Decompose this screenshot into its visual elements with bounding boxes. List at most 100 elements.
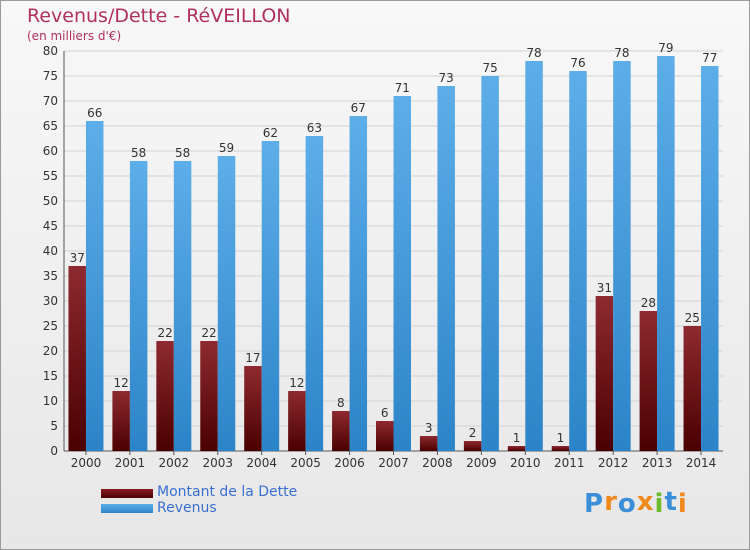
y-tick-label-65: 65 xyxy=(43,119,58,133)
x-tick-label-2005: 2005 xyxy=(290,456,321,470)
data-label-revenue-2013: 79 xyxy=(658,41,673,55)
bar-revenue-2003 xyxy=(217,156,236,451)
data-label-revenue-2008: 73 xyxy=(439,71,454,85)
legend-label-revenue: Revenus xyxy=(157,500,217,516)
data-label-revenue-2012: 78 xyxy=(614,46,629,60)
data-label-revenue-2002: 58 xyxy=(175,146,190,160)
data-label-debt-2010: 1 xyxy=(513,431,521,445)
y-tick-label-35: 35 xyxy=(43,269,58,283)
bar-revenue-2014 xyxy=(701,66,719,451)
bar-revenue-2000 xyxy=(85,121,104,451)
x-tick-label-2014: 2014 xyxy=(686,456,717,470)
y-tick-label-50: 50 xyxy=(43,194,58,208)
x-tick-label-2012: 2012 xyxy=(598,456,629,470)
data-label-debt-2004: 17 xyxy=(245,351,260,365)
chart-subtitle: (en milliers d'€) xyxy=(27,29,122,43)
data-label-revenue-2003: 59 xyxy=(219,141,234,155)
data-label-revenue-2010: 78 xyxy=(526,46,541,60)
data-label-debt-2003: 22 xyxy=(201,326,216,340)
data-label-debt-2012: 31 xyxy=(597,281,612,295)
x-tick-label-2000: 2000 xyxy=(71,456,102,470)
bar-debt-2010 xyxy=(507,446,526,451)
bar-debt-2007 xyxy=(376,421,394,451)
bar-debt-2002 xyxy=(156,341,174,451)
data-label-revenue-2005: 63 xyxy=(307,121,322,135)
bar-debt-2008 xyxy=(419,436,438,451)
data-label-debt-2007: 6 xyxy=(381,406,389,420)
y-tick-label-0: 0 xyxy=(50,444,58,458)
y-tick-label-25: 25 xyxy=(43,319,58,333)
bar-revenue-2008 xyxy=(437,86,455,451)
x-tick-label-2004: 2004 xyxy=(246,456,277,470)
bar-revenue-2007 xyxy=(393,96,411,451)
y-tick-label-30: 30 xyxy=(43,294,58,308)
data-label-revenue-2000: 66 xyxy=(87,106,102,120)
bar-debt-2006 xyxy=(332,411,350,451)
data-label-revenue-2001: 58 xyxy=(131,146,146,160)
x-tick-label-2009: 2009 xyxy=(466,456,497,470)
data-label-debt-2005: 12 xyxy=(289,376,304,390)
x-tick-label-2010: 2010 xyxy=(510,456,541,470)
legend-swatch-revenue xyxy=(101,504,153,513)
bar-debt-2005 xyxy=(288,391,306,451)
logo-letter-2: o xyxy=(617,489,637,519)
data-label-debt-2009: 2 xyxy=(469,426,477,440)
bar-debt-2014 xyxy=(683,326,702,451)
legend-label-debt: Montant de la Dette xyxy=(157,484,298,500)
x-tick-label-2013: 2013 xyxy=(642,456,673,470)
data-label-revenue-2006: 67 xyxy=(351,101,366,115)
y-tick-label-10: 10 xyxy=(43,394,58,408)
data-label-revenue-2011: 76 xyxy=(570,56,585,70)
y-tick-label-15: 15 xyxy=(43,369,58,383)
bar-revenue-2012 xyxy=(613,61,631,451)
bar-revenue-2004 xyxy=(261,141,280,451)
x-tick-label-2006: 2006 xyxy=(334,456,365,470)
data-label-revenue-2004: 62 xyxy=(263,126,278,140)
y-tick-label-40: 40 xyxy=(43,244,58,258)
data-label-debt-2013: 28 xyxy=(641,296,656,310)
logo-letter-3: x xyxy=(636,487,655,517)
data-label-debt-2002: 22 xyxy=(157,326,172,340)
bar-debt-2001 xyxy=(112,391,130,451)
proxiti-logo: Proxiti xyxy=(584,487,688,519)
bar-revenue-2010 xyxy=(525,61,543,451)
logo-letter-6: i xyxy=(677,489,688,519)
x-tick-label-2007: 2007 xyxy=(378,456,409,470)
x-tick-label-2002: 2002 xyxy=(159,456,190,470)
bar-revenue-2013 xyxy=(657,56,675,451)
y-tick-label-75: 75 xyxy=(43,69,58,83)
bar-revenue-2011 xyxy=(569,71,587,451)
data-label-debt-2011: 1 xyxy=(557,431,565,445)
y-tick-label-20: 20 xyxy=(43,344,58,358)
y-tick-label-45: 45 xyxy=(43,219,58,233)
x-tick-label-2011: 2011 xyxy=(554,456,585,470)
data-label-debt-2000: 37 xyxy=(70,251,85,265)
logo-letter-0: P xyxy=(584,489,605,519)
logo-letter-4: i xyxy=(654,489,665,519)
data-label-debt-2008: 3 xyxy=(425,421,433,435)
chart-title: Revenus/Dette - RéVEILLON xyxy=(27,5,291,27)
y-tick-label-80: 80 xyxy=(43,44,58,58)
bar-debt-2003 xyxy=(200,341,218,451)
bar-debt-2013 xyxy=(639,311,658,451)
data-label-debt-2014: 25 xyxy=(685,311,700,325)
bar-debt-2004 xyxy=(244,366,262,451)
data-label-revenue-2009: 75 xyxy=(482,61,497,75)
bar-debt-2011 xyxy=(551,446,570,451)
data-label-revenue-2014: 77 xyxy=(702,51,717,65)
data-label-revenue-2007: 71 xyxy=(395,81,410,95)
legend-swatch-debt xyxy=(101,489,153,498)
bar-revenue-2002 xyxy=(173,161,192,451)
bar-revenue-2009 xyxy=(481,76,499,451)
logo-letter-1: r xyxy=(604,487,618,517)
data-label-debt-2006: 8 xyxy=(337,396,345,410)
y-tick-label-70: 70 xyxy=(43,94,58,108)
logo-letter-5: t xyxy=(664,487,678,517)
bar-revenue-2005 xyxy=(305,136,324,451)
bar-debt-2012 xyxy=(595,296,614,451)
x-tick-label-2001: 2001 xyxy=(115,456,146,470)
y-tick-label-55: 55 xyxy=(43,169,58,183)
y-tick-label-60: 60 xyxy=(43,144,58,158)
